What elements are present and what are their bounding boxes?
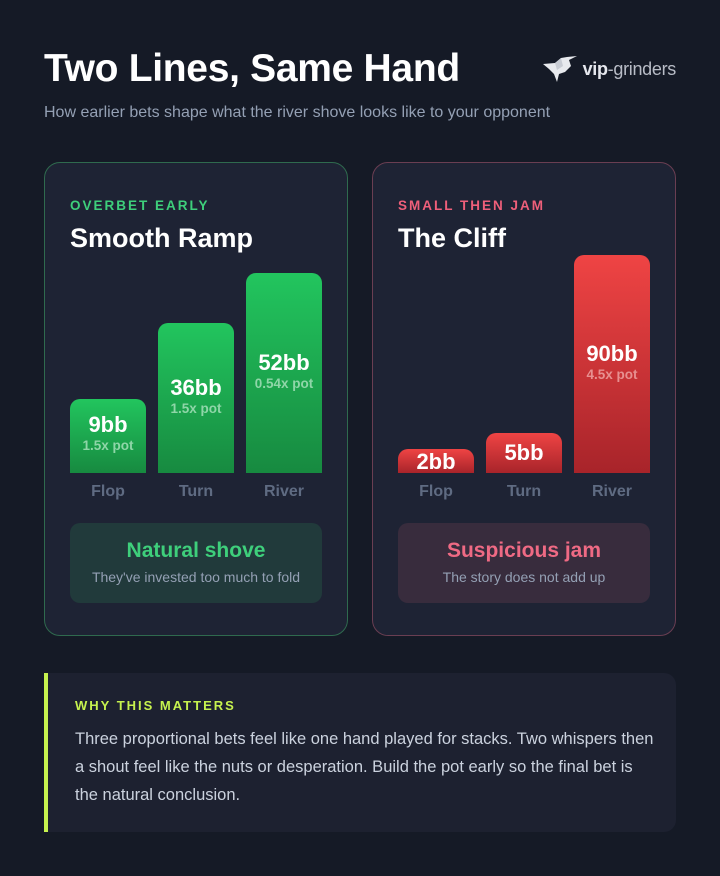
page-title: Two Lines, Same Hand bbox=[44, 47, 460, 90]
bar-turn: 36bb 1.5x pot bbox=[158, 323, 234, 473]
card-title: The Cliff bbox=[398, 223, 506, 253]
verdict-subtitle: They've invested too much to fold bbox=[91, 569, 301, 585]
logo-wordmark: vip-grinders bbox=[582, 58, 677, 79]
smooth-ramp-card: OVERBET EARLY Smooth Ramp 9bb 1.5x pot 3… bbox=[44, 162, 348, 636]
bar-chart: 9bb 1.5x pot 36bb 1.5x pot 52bb 0.54x po… bbox=[70, 243, 322, 473]
verdict-subtitle: The story does not add up bbox=[442, 569, 606, 585]
verdict-title: Natural shove bbox=[126, 539, 266, 562]
bar-river: 90bb 4.5x pot bbox=[574, 255, 650, 473]
card-kicker: SMALL THEN JAM bbox=[398, 198, 546, 213]
bar-chart: 2bb 5bb 90bb 4.5x pot bbox=[398, 243, 650, 474]
card-title: Smooth Ramp bbox=[70, 223, 254, 253]
page-subtitle: How earlier bets shape what the river sh… bbox=[44, 104, 551, 121]
callout-body: Three proportional bets feel like one ha… bbox=[75, 730, 654, 804]
street-label: Turn bbox=[178, 483, 214, 500]
bar-flop: 2bb bbox=[398, 449, 474, 474]
street-label: Flop bbox=[91, 483, 125, 500]
callout-kicker: WHY THIS MATTERS bbox=[75, 698, 236, 713]
verdict-box: Suspicious jam The story does not add up bbox=[398, 523, 650, 603]
bar-flop: 9bb 1.5x pot bbox=[70, 399, 146, 473]
verdict-box: Natural shove They've invested too much … bbox=[70, 523, 322, 603]
brand-logo[interactable]: vip-grinders bbox=[541, 54, 676, 84]
hummingbird-icon bbox=[542, 56, 577, 82]
the-cliff-card: SMALL THEN JAM The Cliff 2bb 5bb 90bb 4.… bbox=[372, 162, 676, 636]
street-label: Turn bbox=[506, 483, 542, 500]
bar-river: 52bb 0.54x pot bbox=[246, 273, 322, 473]
verdict-title: Suspicious jam bbox=[446, 539, 602, 562]
street-label: River bbox=[263, 483, 305, 500]
why-this-matters-callout: WHY THIS MATTERS Three proportional bets… bbox=[44, 673, 676, 832]
street-label: Flop bbox=[419, 483, 453, 500]
street-label: River bbox=[591, 483, 633, 500]
card-kicker: OVERBET EARLY bbox=[70, 198, 210, 213]
bar-turn: 5bb bbox=[486, 433, 562, 473]
header: Two Lines, Same Hand How earlier bets sh… bbox=[44, 46, 676, 126]
